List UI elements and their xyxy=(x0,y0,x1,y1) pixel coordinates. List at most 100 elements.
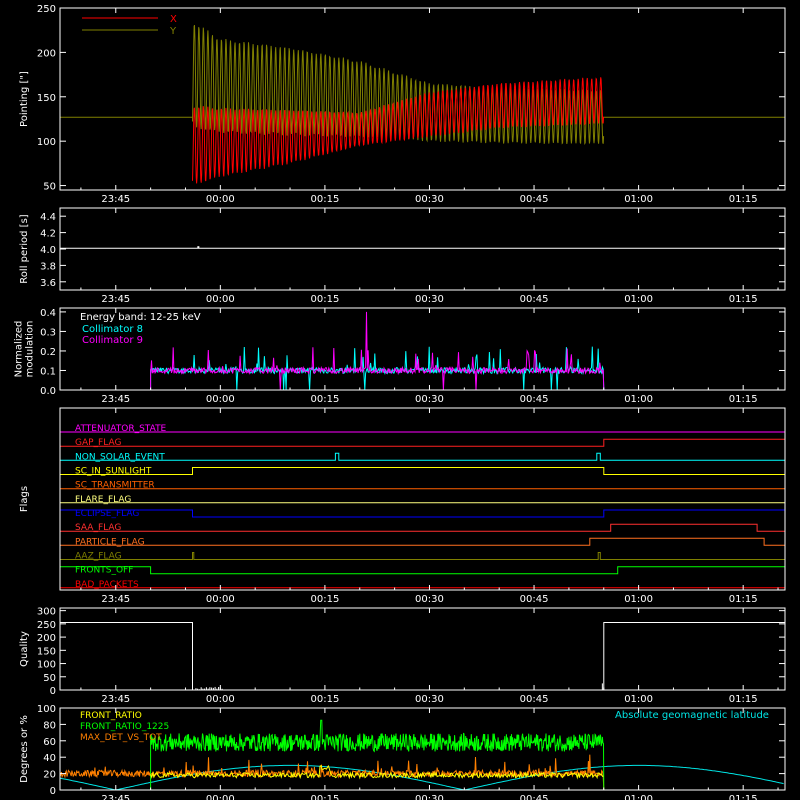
ratios-panel: FRONT_RATIOFRONT_RATIO_1225MAX_DET_VS_TO… xyxy=(19,704,786,800)
x-tick-label: 01:00 xyxy=(624,394,653,405)
flag-label: ECLIPSE_FLAG xyxy=(75,509,139,519)
pointing-series-x xyxy=(192,77,605,184)
flag-label: ATTENUATOR_STATE xyxy=(75,424,167,434)
front-ratio-series xyxy=(150,764,604,780)
flag-label: SC_IN_SUNLIGHT xyxy=(75,467,152,477)
x-tick-label: 00:45 xyxy=(520,394,549,405)
y-tick-label: 4.0 xyxy=(40,245,56,256)
x-tick-label: 00:45 xyxy=(520,294,549,305)
legend-label: Collimator 9 xyxy=(82,335,143,346)
x-tick-label: 01:00 xyxy=(624,794,653,800)
roll_period-panel: 23:45 00:00 00:15 00:30 00:45 01:00 01:15 3.6 3.… xyxy=(19,207,786,305)
x-tick-label: 01:00 xyxy=(624,594,653,605)
ratios-frame xyxy=(59,707,786,791)
flags-frame xyxy=(59,407,786,591)
y-axis-label: Flags xyxy=(19,486,30,512)
x-tick-label: 23:45 xyxy=(101,694,130,705)
y-tick-label: 0.3 xyxy=(40,327,56,338)
x-tick-label: 00:45 xyxy=(520,694,549,705)
y-tick-label: 150 xyxy=(37,93,56,104)
x-tick-label: 00:00 xyxy=(206,594,235,605)
modulation-frame xyxy=(59,307,786,391)
x-tick-label: 01:00 xyxy=(624,194,653,205)
x-tick-label: 23:45 xyxy=(101,194,130,205)
x-tick-label: 01:15 xyxy=(729,594,758,605)
x-tick-label: 00:00 xyxy=(206,394,235,405)
x-tick-label: 00:15 xyxy=(310,194,339,205)
y-tick-label: 0.0 xyxy=(40,386,56,397)
x-tick-label: 00:45 xyxy=(520,794,549,800)
flag-label: NON_SOLAR_EVENT xyxy=(75,452,165,462)
x-tick-label: 01:00 xyxy=(624,294,653,305)
y-tick-label: 200 xyxy=(37,633,56,644)
x-tick-label: 00:00 xyxy=(206,794,235,800)
geomag-latitude-line xyxy=(59,764,784,791)
flag-line-non_solar_event xyxy=(60,452,785,461)
x-tick-label: 00:15 xyxy=(310,794,339,800)
x-tick-label: 01:00 xyxy=(624,694,653,705)
x-tick-label: 23:45 xyxy=(101,394,130,405)
y-tick-label: 40 xyxy=(43,753,56,764)
legend-label: FRONT_RATIO xyxy=(80,711,142,721)
x-tick-label: 00:30 xyxy=(415,394,444,405)
quality-frame xyxy=(59,607,786,691)
x-tick-label: 01:15 xyxy=(729,694,758,705)
flag-label: AAZ_FLAG xyxy=(75,552,122,562)
pointing-series-y xyxy=(192,25,605,146)
y-tick-label: 50 xyxy=(43,182,56,193)
x-tick-label: 00:30 xyxy=(415,294,444,305)
y-tick-label: 250 xyxy=(37,620,56,631)
y-tick-label: 250 xyxy=(37,4,56,15)
x-tick-label: 00:15 xyxy=(310,594,339,605)
y-tick-label: 0.4 xyxy=(40,308,56,319)
y-tick-label: 300 xyxy=(37,607,56,618)
y-tick-label: 60 xyxy=(43,737,56,748)
x-tick-label: 00:45 xyxy=(520,194,549,205)
y-axis-label: Quality xyxy=(19,631,30,667)
flag-line-particle_flag xyxy=(60,537,785,546)
flag-label: BAD_PACKETS xyxy=(75,580,139,590)
roll-period-blip xyxy=(197,246,200,249)
flag-line-eclipse_flag xyxy=(59,509,786,518)
y-axis-label: Degrees or % xyxy=(19,715,30,783)
y-tick-label: 3.8 xyxy=(40,261,56,272)
y-tick-label: 0.1 xyxy=(40,366,56,377)
legend-label: FRONT_RATIO_1225 xyxy=(80,722,169,732)
flag-line-fronts_off xyxy=(59,566,786,575)
x-tick-label: 23:45 xyxy=(101,794,130,800)
y-tick-label: 20 xyxy=(43,770,56,781)
flag-label: SAA_FLAG xyxy=(75,523,121,533)
x-tick-label: 01:15 xyxy=(729,194,758,205)
y-tick-label: 150 xyxy=(37,646,56,657)
legend-label: Y xyxy=(169,26,177,37)
flag-label: FRONTS_OFF xyxy=(75,566,133,576)
x-tick-label: 23:45 xyxy=(101,294,130,305)
y-axis-label: modulation xyxy=(25,321,36,378)
y-axis-label: Pointing ["] xyxy=(19,71,30,127)
y-tick-label: 100 xyxy=(37,137,56,148)
x-tick-label: 00:15 xyxy=(310,694,339,705)
flag-line-aaz_flag xyxy=(60,552,785,560)
y-tick-label: 100 xyxy=(37,704,56,715)
x-tick-label: 00:00 xyxy=(206,194,235,205)
quality-panel: 23:45 00:00 00:15 00:30 00:45 01:00 01:15 0 50 10… xyxy=(19,607,786,705)
x-tick-label: 00:45 xyxy=(520,594,549,605)
x-tick-label: 23:45 xyxy=(101,594,130,605)
y-tick-label: 80 xyxy=(43,720,56,731)
x-tick-label: 00:00 xyxy=(206,294,235,305)
x-tick-label: 00:30 xyxy=(415,694,444,705)
x-tick-label: 01:15 xyxy=(729,794,758,800)
flags-panel: ATTENUATOR_STATE GAP_FLAG NON_SOLAR_EVENT S… xyxy=(19,407,786,605)
x-tick-label: 00:15 xyxy=(310,294,339,305)
pointing-panel: XY 23:45 00:00 00:15 00:30 00:45 01:00 01:15 50 1… xyxy=(19,4,786,205)
y-tick-label: 0 xyxy=(50,686,56,697)
y-tick-label: 50 xyxy=(43,673,56,684)
flag-label: FLARE_FLAG xyxy=(75,495,131,505)
y-tick-label: 0 xyxy=(50,786,56,797)
flag-line-sc_in_sunlight xyxy=(60,467,785,475)
y-tick-label: 0.2 xyxy=(40,347,56,358)
x-tick-label: 00:15 xyxy=(310,394,339,405)
pointing-frame xyxy=(59,7,786,191)
